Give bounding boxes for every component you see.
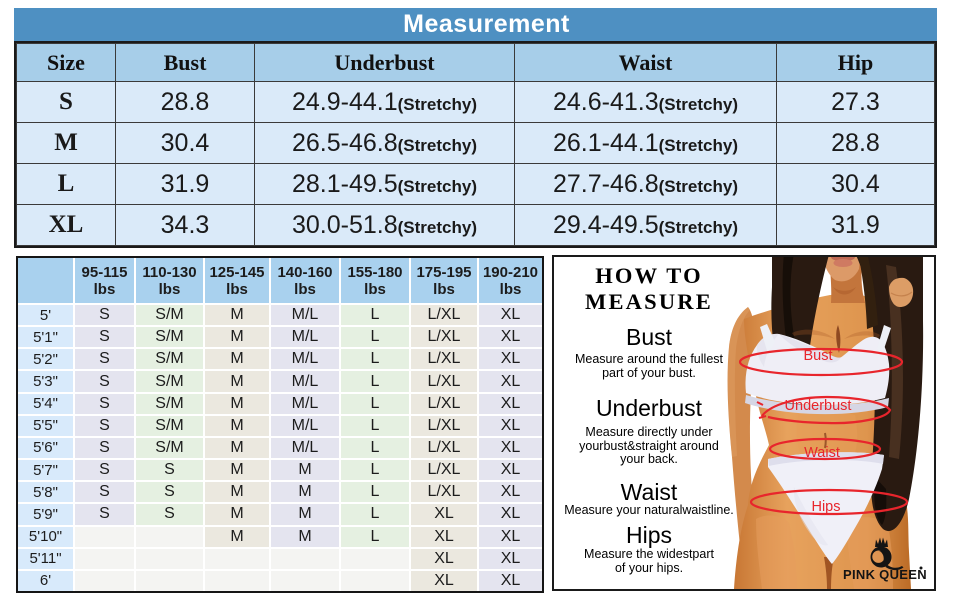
svg-text:Hips: Hips [811,499,840,515]
svg-text:Bust: Bust [803,348,832,364]
svg-text:Waist: Waist [804,445,840,461]
svg-text:Underbust: Underbust [785,398,852,414]
svg-text:PINK QUEEN: PINK QUEEN [843,567,927,582]
